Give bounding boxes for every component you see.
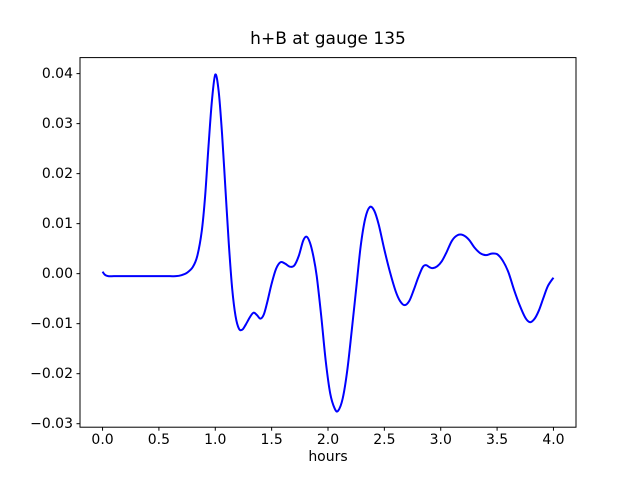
x-tick-label: 3.0 [430, 432, 452, 448]
x-tick-label: 2.5 [373, 432, 395, 448]
y-tick-label: 0.03 [42, 116, 73, 132]
x-tick-label: 1.0 [204, 432, 226, 448]
x-tick-label: 3.5 [486, 432, 508, 448]
chart-title: h+B at gauge 135 [250, 29, 406, 49]
y-tick-label: 0.02 [42, 166, 73, 182]
y-tick-label: −0.02 [30, 366, 73, 382]
y-tick-label: 0.00 [42, 266, 73, 282]
x-tick-label: 0.5 [148, 432, 170, 448]
y-tick-label: −0.03 [30, 416, 73, 432]
x-axis-label: hours [308, 449, 348, 465]
x-tick-label: 0.0 [91, 432, 113, 448]
x-tick-label: 1.5 [261, 432, 283, 448]
x-tick-label: 2.0 [317, 432, 339, 448]
y-tick-label: 0.01 [42, 216, 73, 232]
x-tick-label: 4.0 [542, 432, 564, 448]
y-tick-label: 0.04 [42, 66, 73, 82]
y-tick-label: −0.01 [30, 316, 73, 332]
series-line [101, 73, 555, 413]
